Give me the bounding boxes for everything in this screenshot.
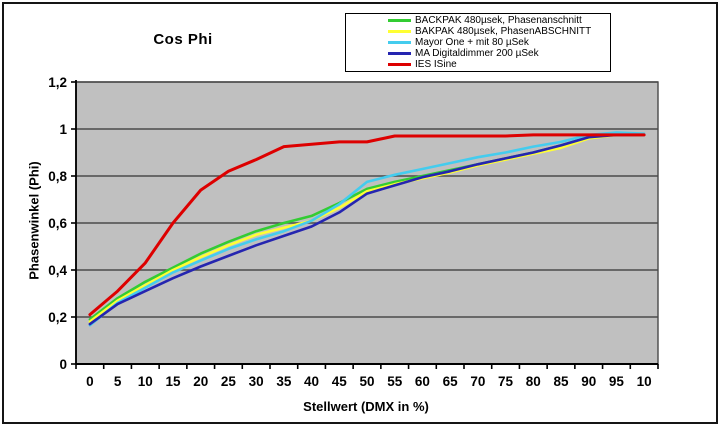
x-tick-label: 95 (609, 374, 625, 389)
x-axis-title: Stellwert (DMX in %) (303, 399, 429, 414)
legend-item: BACKPAK 480µsek, Phasenanschnitt (388, 15, 610, 26)
legend-label: BAKPAK 480µsek, PhasenABSCHNITT (415, 26, 592, 37)
y-tick-label: 0 (59, 357, 67, 372)
x-tick-label: 25 (221, 374, 237, 389)
x-tick-label: 80 (526, 374, 541, 389)
x-tick-label: 5 (114, 374, 122, 389)
x-tick-label: 85 (553, 374, 569, 389)
series-line (88, 131, 646, 327)
legend-box: BACKPAK 480µsek, Phasenanschnitt BAKPAK 4… (345, 13, 611, 72)
x-tick-label: 90 (581, 374, 596, 389)
legend-item: MA Digitaldimmer 200 µSek (388, 48, 610, 59)
x-tick-label: 70 (470, 374, 485, 389)
legend-label: BACKPAK 480µsek, Phasenanschnitt (415, 15, 582, 26)
legend-item: Mayor One + mit 80 µSek (388, 37, 610, 48)
legend-line-swatch (388, 41, 411, 44)
series-line (88, 133, 646, 326)
x-tick-label: 20 (193, 374, 208, 389)
x-tick-label: 15 (165, 374, 181, 389)
y-tick-label: 0,6 (48, 216, 67, 231)
y-tick-label: 0,2 (48, 310, 67, 325)
series-line (88, 133, 646, 317)
legend-label: MA Digitaldimmer 200 µSek (415, 48, 539, 59)
y-tick-label: 0,8 (48, 169, 67, 184)
legend-line-swatch (388, 30, 411, 33)
legend-item: IES ISine (388, 59, 610, 70)
x-tick-label: 75 (498, 374, 514, 389)
x-tick-label: 30 (249, 374, 264, 389)
y-tick-label: 0,4 (48, 263, 67, 278)
legend-label: Mayor One + mit 80 µSek (415, 37, 529, 48)
legend-line-swatch (388, 52, 411, 55)
chart-title: Cos Phi (153, 31, 213, 48)
x-tick-label: 40 (304, 374, 319, 389)
x-tick-label: 50 (359, 374, 374, 389)
x-tick-label: 10 (637, 374, 652, 389)
x-tick-label: 60 (415, 374, 430, 389)
x-tick-label: 10 (138, 374, 153, 389)
legend-item: BAKPAK 480µsek, PhasenABSCHNITT (388, 26, 610, 37)
x-tick-label: 35 (276, 374, 292, 389)
x-tick-label: 0 (86, 374, 94, 389)
x-tick-label: 45 (332, 374, 348, 389)
y-axis-title: Phasenwinkel (Phi) (26, 161, 42, 280)
legend-label: IES ISine (415, 59, 457, 70)
y-tick-label: 1 (59, 122, 67, 137)
legend-line-swatch (388, 19, 411, 22)
y-tick-label: 1,2 (48, 75, 67, 90)
legend-line-swatch (388, 63, 411, 66)
x-tick-label: 55 (387, 374, 403, 389)
x-tick-label: 65 (443, 374, 459, 389)
series-line (88, 133, 646, 324)
